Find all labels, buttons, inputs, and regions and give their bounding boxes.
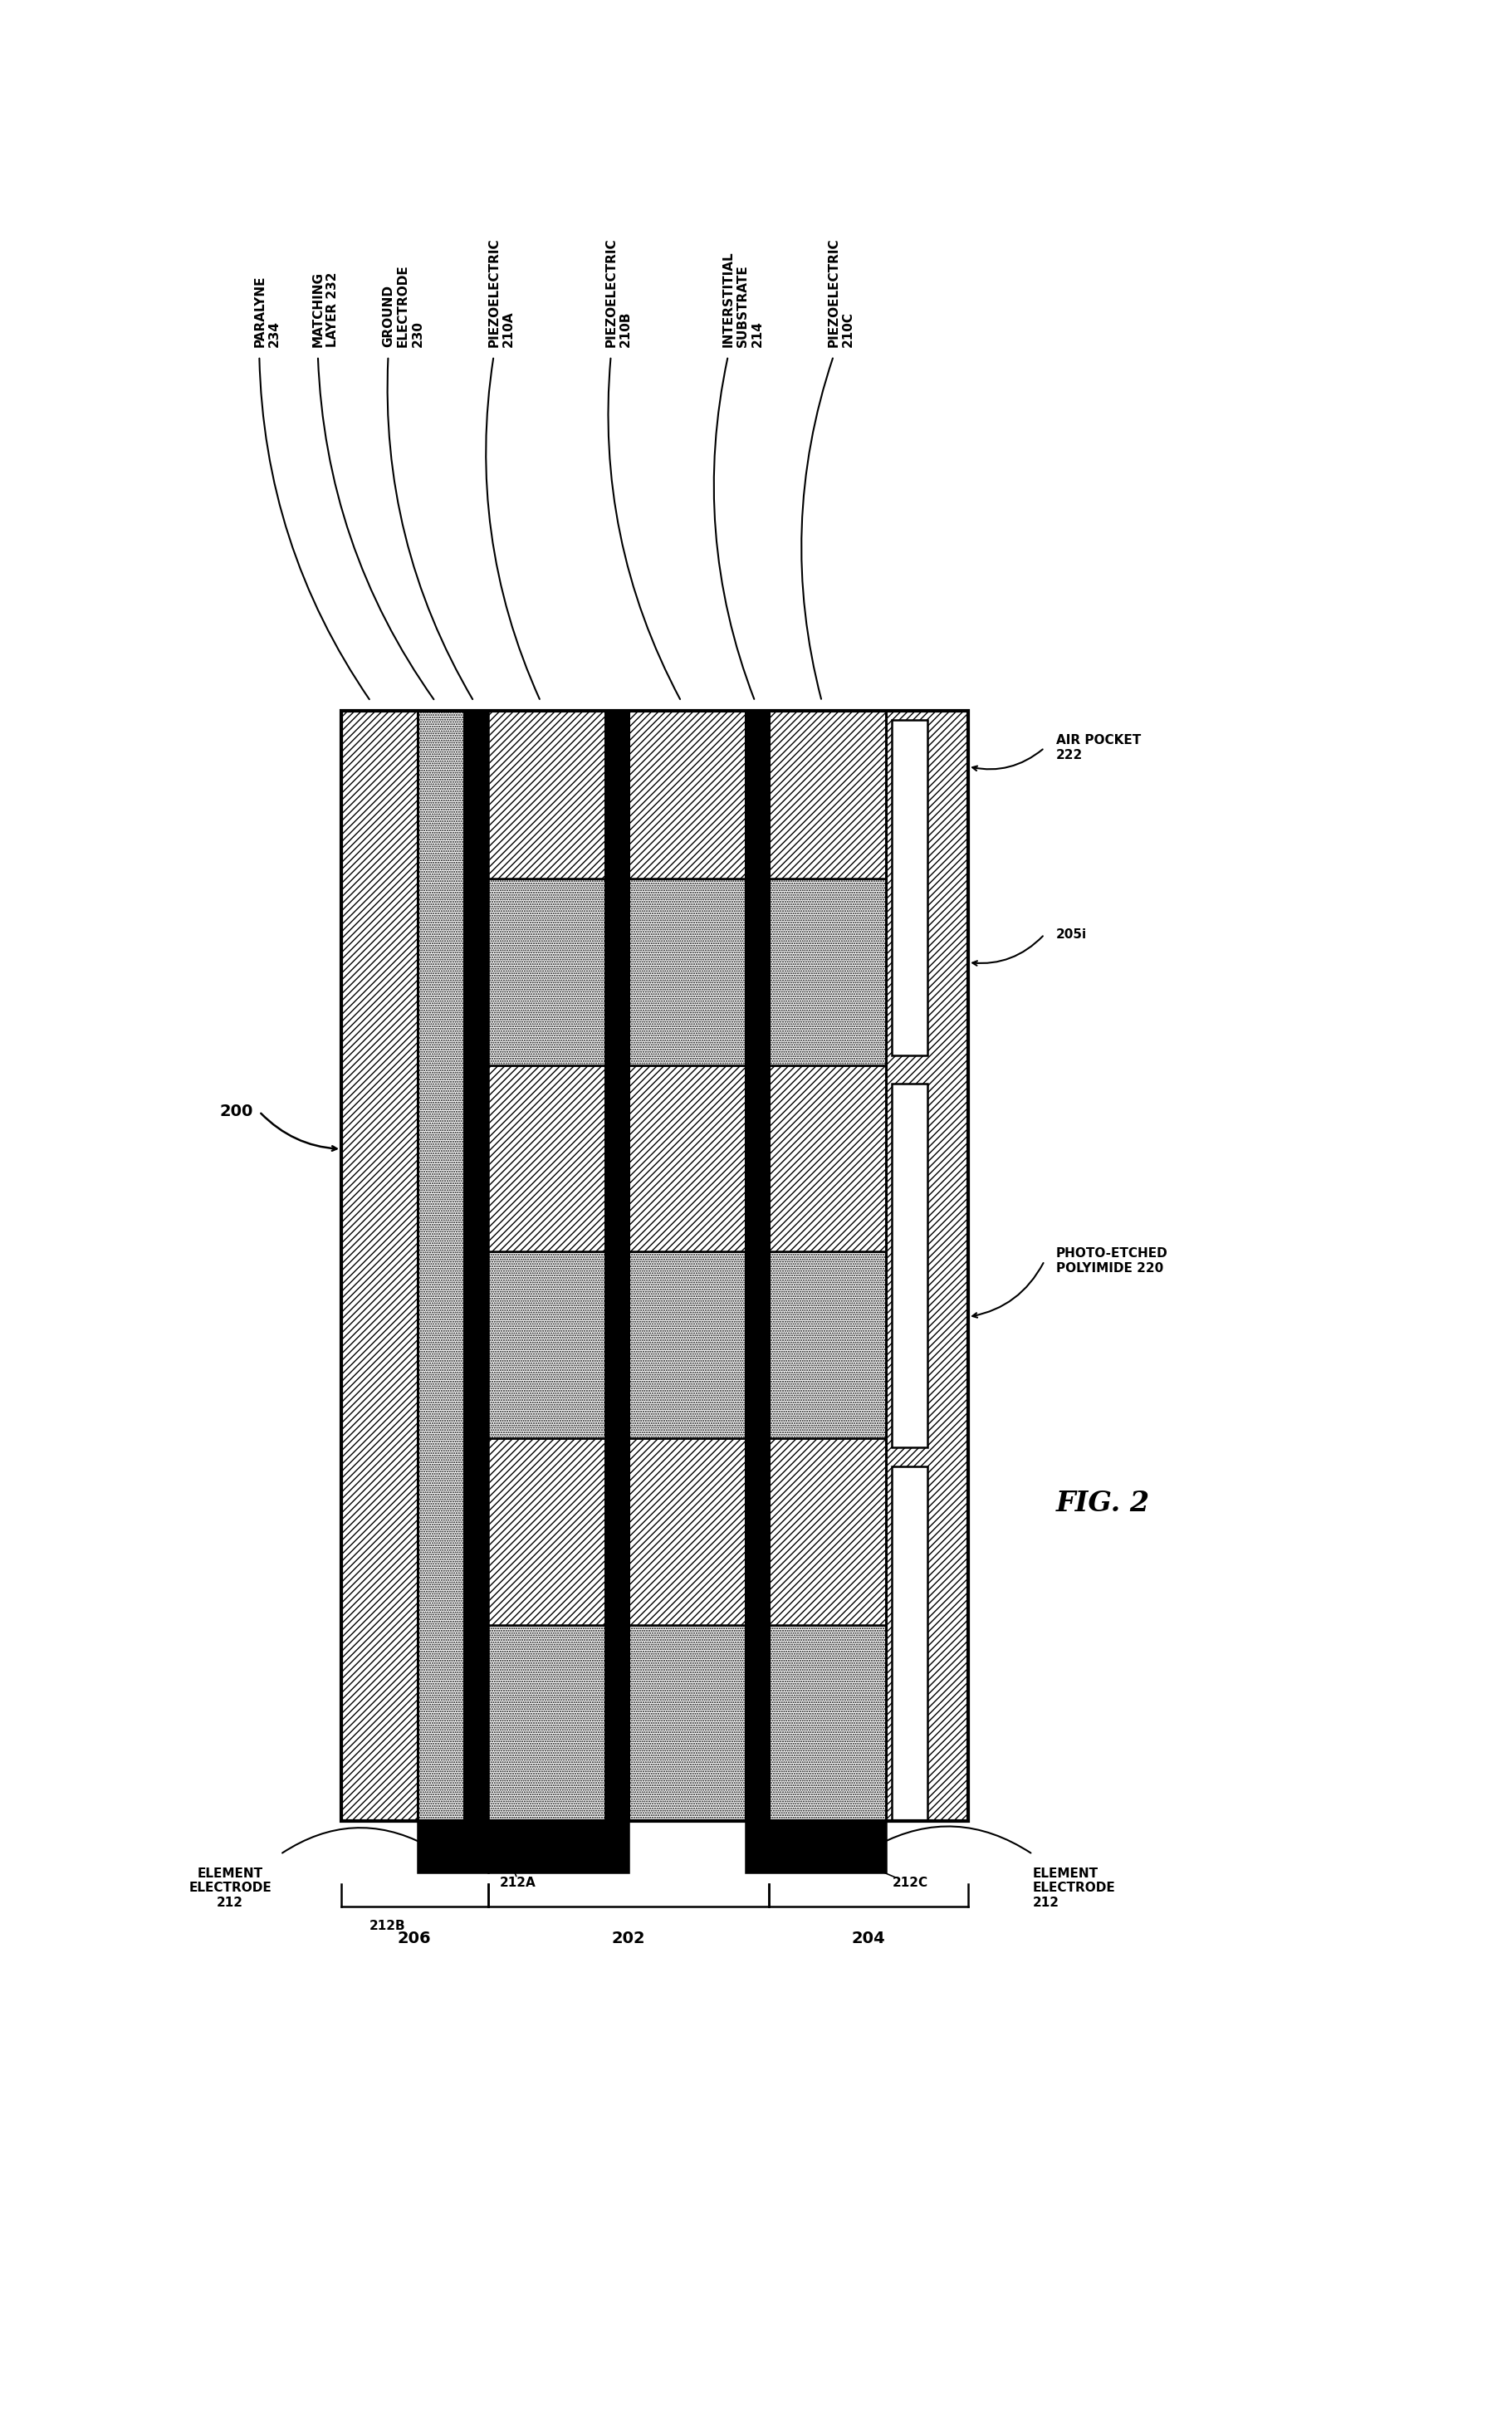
Bar bbox=[770, 1439, 886, 1626]
Bar bbox=[488, 1820, 629, 1873]
Bar bbox=[488, 1626, 605, 1820]
Text: 212B: 212B bbox=[369, 1919, 405, 1931]
Bar bbox=[605, 710, 629, 1820]
Text: PHOTO-ETCHED
POLYIMIDE 220: PHOTO-ETCHED POLYIMIDE 220 bbox=[1055, 1248, 1167, 1274]
Bar bbox=[488, 1066, 605, 1253]
Bar bbox=[629, 880, 745, 1066]
Bar bbox=[745, 710, 770, 1820]
Bar bbox=[770, 1066, 886, 1253]
Bar bbox=[629, 1626, 745, 1820]
Bar bbox=[629, 1439, 745, 1626]
Text: ELEMENT
ELECTRODE
212: ELEMENT ELECTRODE 212 bbox=[1033, 1868, 1116, 1909]
Bar bbox=[770, 880, 886, 1066]
Text: 205i: 205i bbox=[1055, 928, 1087, 940]
Bar bbox=[770, 1253, 886, 1439]
Bar bbox=[892, 720, 927, 1056]
Text: PIEZOELECTRIC
210B: PIEZOELECTRIC 210B bbox=[605, 237, 632, 346]
Bar bbox=[892, 1466, 927, 1820]
Bar bbox=[488, 710, 605, 880]
Text: 200: 200 bbox=[219, 1105, 254, 1119]
Bar bbox=[342, 710, 968, 1820]
Text: PARALYNE
234: PARALYNE 234 bbox=[254, 274, 280, 346]
Text: 212A: 212A bbox=[499, 1875, 535, 1890]
Text: INTERSTITIAL
SUBSTRATE
214: INTERSTITIAL SUBSTRATE 214 bbox=[723, 250, 764, 346]
Text: FIG. 2: FIG. 2 bbox=[1055, 1490, 1151, 1517]
Bar bbox=[342, 710, 417, 1820]
Text: MATCHING
LAYER 232: MATCHING LAYER 232 bbox=[311, 271, 339, 346]
Text: 206: 206 bbox=[398, 1931, 431, 1946]
Bar bbox=[886, 710, 968, 1820]
Bar bbox=[629, 1066, 745, 1253]
Bar bbox=[629, 710, 745, 880]
Text: PIEZOELECTRIC
210A: PIEZOELECTRIC 210A bbox=[488, 237, 514, 346]
Bar bbox=[488, 1253, 605, 1439]
Bar bbox=[464, 710, 488, 1820]
Text: PIEZOELECTRIC
210C: PIEZOELECTRIC 210C bbox=[827, 237, 854, 346]
Bar bbox=[417, 710, 464, 1820]
Text: GROUND
ELECTRODE
230: GROUND ELECTRODE 230 bbox=[383, 264, 423, 346]
Bar bbox=[770, 710, 886, 880]
Bar bbox=[892, 1083, 927, 1447]
Bar bbox=[629, 1253, 745, 1439]
Text: 212C: 212C bbox=[892, 1875, 928, 1890]
Text: 202: 202 bbox=[611, 1931, 646, 1946]
Bar bbox=[488, 1439, 605, 1626]
Text: ELEMENT
ELECTRODE
212: ELEMENT ELECTRODE 212 bbox=[189, 1868, 272, 1909]
Bar bbox=[745, 1820, 886, 1873]
Bar bbox=[488, 880, 605, 1066]
Bar bbox=[417, 1820, 488, 1873]
Bar bbox=[770, 1626, 886, 1820]
Text: 204: 204 bbox=[851, 1931, 886, 1946]
Text: AIR POCKET
222: AIR POCKET 222 bbox=[1055, 734, 1142, 761]
